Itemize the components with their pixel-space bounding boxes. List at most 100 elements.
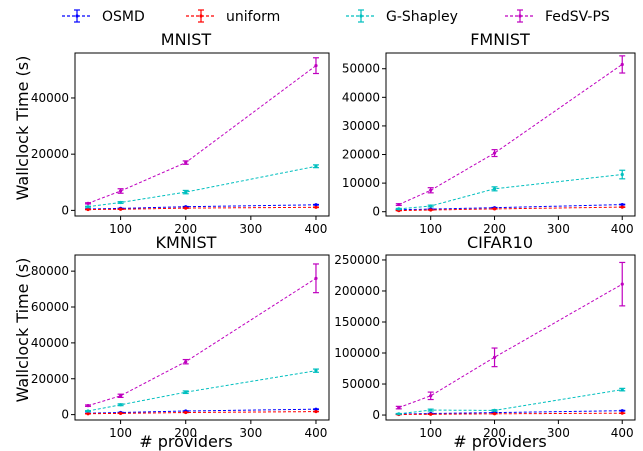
data-point bbox=[86, 207, 90, 212]
y-tick-label: 10000 bbox=[342, 176, 380, 190]
data-point bbox=[184, 190, 188, 194]
series-line-uniform bbox=[87, 206, 317, 210]
data-point bbox=[118, 411, 123, 415]
series-line-uniform bbox=[398, 412, 623, 415]
data-point bbox=[492, 408, 497, 412]
x-tick-label: 100 bbox=[109, 222, 132, 236]
x-tick-label: 100 bbox=[109, 426, 132, 440]
data-point bbox=[429, 188, 433, 192]
legend-marker bbox=[75, 14, 79, 18]
data-point bbox=[314, 64, 318, 68]
y-axis-label-bottom: Wallclock Time (s) bbox=[13, 258, 32, 403]
data-point bbox=[184, 390, 188, 394]
data-point bbox=[492, 355, 497, 359]
x-tick-label: 200 bbox=[174, 222, 197, 236]
legend-label-fedsv-ps: FedSV-PS bbox=[545, 9, 610, 25]
series-line-osmd bbox=[398, 410, 623, 415]
y-tick-label: 20000 bbox=[31, 372, 69, 386]
data-point bbox=[429, 208, 433, 212]
data-point bbox=[314, 276, 318, 280]
data-point bbox=[492, 187, 497, 191]
series-line-fedsv-ps bbox=[87, 277, 317, 407]
x-tick-label: 400 bbox=[611, 426, 634, 440]
panel-title: KMNIST bbox=[156, 233, 217, 252]
y-tick-label: 40000 bbox=[31, 91, 69, 105]
data-point bbox=[118, 189, 123, 193]
data-point bbox=[429, 412, 433, 416]
x-tick-label: 400 bbox=[305, 426, 328, 440]
data-point bbox=[184, 161, 188, 165]
legend-marker bbox=[518, 14, 522, 18]
plot-frame bbox=[74, 254, 330, 421]
panel-fmnist: FMNIST 100 200 300 400 0 10000 20000 30000 40000… bbox=[342, 30, 636, 236]
y-tick-label: 200000 bbox=[334, 284, 380, 298]
data-point bbox=[620, 202, 624, 207]
data-point bbox=[86, 205, 90, 209]
data-point bbox=[86, 412, 90, 416]
y-tick-label: 80000 bbox=[31, 264, 69, 278]
x-tick-label: 300 bbox=[239, 222, 262, 236]
panel-cifar10: CIFAR10 100 200 300 400 0 50000 100000 150000 20… bbox=[334, 233, 636, 440]
y-tick-label: 50000 bbox=[342, 377, 380, 391]
series-line-g-shapley bbox=[398, 174, 623, 210]
series-line-g-shapley bbox=[398, 389, 623, 415]
data-point bbox=[86, 409, 90, 413]
data-point bbox=[492, 207, 497, 211]
panel-title: CIFAR10 bbox=[467, 233, 533, 252]
series-line-osmd bbox=[87, 408, 317, 414]
data-point bbox=[86, 404, 90, 408]
plot-frame bbox=[74, 52, 330, 217]
data-point bbox=[184, 410, 188, 415]
panel-kmnist: KMNIST 100 200 300 400 0 20000 40000 60000 80000 bbox=[31, 233, 330, 440]
y-tick-label: 150000 bbox=[334, 315, 380, 329]
data-point bbox=[620, 388, 624, 392]
series-line-osmd bbox=[87, 204, 317, 210]
x-tick-label: 400 bbox=[611, 222, 634, 236]
legend-label-g-shapley: G-Shapley bbox=[386, 9, 458, 25]
y-tick-label: 60000 bbox=[31, 300, 69, 314]
y-tick-label: 20000 bbox=[342, 148, 380, 162]
data-point bbox=[118, 394, 123, 398]
series-line-g-shapley bbox=[87, 370, 317, 412]
data-point bbox=[314, 203, 318, 207]
x-tick-label: 300 bbox=[547, 222, 570, 236]
series-line-uniform bbox=[87, 411, 317, 415]
x-tick-label: 300 bbox=[547, 426, 570, 440]
y-tick-label: 40000 bbox=[342, 90, 380, 104]
x-tick-label: 100 bbox=[419, 222, 442, 236]
panel-title: FMNIST bbox=[470, 30, 530, 49]
series-line-fedsv-ps bbox=[398, 63, 623, 206]
x-tick-label: 200 bbox=[174, 426, 197, 440]
data-point bbox=[314, 164, 318, 168]
series-line-osmd bbox=[398, 204, 623, 211]
legend-marker bbox=[359, 14, 363, 18]
x-tick-label: 200 bbox=[483, 426, 506, 440]
data-point bbox=[397, 412, 401, 416]
data-point bbox=[397, 405, 401, 410]
x-tick-label: 400 bbox=[305, 222, 328, 236]
data-point bbox=[620, 172, 624, 177]
plot-frame bbox=[385, 52, 636, 217]
data-point bbox=[620, 409, 624, 413]
data-point bbox=[118, 207, 123, 211]
legend-label-osmd: OSMD bbox=[102, 9, 145, 25]
panel-mnist: MNIST 100 200 300 400 0 20000 40000 bbox=[31, 30, 330, 236]
series-line-g-shapley bbox=[87, 165, 317, 208]
x-tick-label: 300 bbox=[239, 426, 262, 440]
data-point bbox=[397, 207, 401, 211]
legend-label-uniform: uniform bbox=[226, 9, 280, 25]
y-axis-label-top: Wallclock Time (s) bbox=[13, 56, 32, 201]
data-point bbox=[118, 200, 123, 205]
data-point bbox=[429, 408, 433, 412]
x-axis-label-right: # providers bbox=[453, 432, 547, 451]
x-axis-label-left: # providers bbox=[139, 432, 233, 451]
legend: OSMD uniform G-Shapley FedSV-PS bbox=[62, 9, 610, 25]
data-point bbox=[492, 412, 497, 416]
data-point bbox=[620, 205, 624, 209]
y-tick-label: 0 bbox=[372, 205, 380, 219]
data-point bbox=[314, 205, 318, 209]
data-point bbox=[314, 369, 318, 373]
x-tick-label: 200 bbox=[483, 222, 506, 236]
y-tick-label: 40000 bbox=[31, 336, 69, 350]
